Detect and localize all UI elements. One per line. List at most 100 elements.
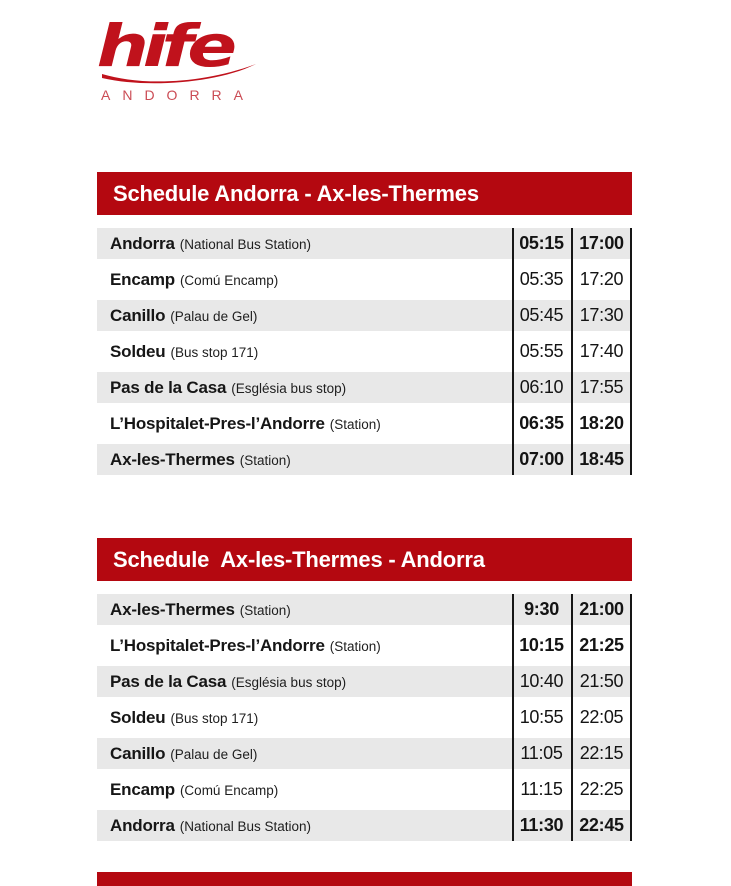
station-cell: L’Hospitalet-Pres-l’Andorre (Station) — [97, 414, 512, 434]
station-name: L’Hospitalet-Pres-l’Andorre — [110, 635, 325, 655]
station-detail: (Bus stop 171) — [170, 344, 259, 360]
table-row: Ax-les-Thermes (Station) 07:00 18:45 — [97, 444, 632, 475]
departure-time: 22:25 — [579, 779, 624, 799]
table-row: Andorra (National Bus Station) 05:15 17:00 — [97, 228, 632, 259]
departure-time: 11:15 — [520, 779, 563, 799]
departure-time: 18:20 — [579, 413, 624, 433]
schedule-header-return: Schedule Ax-les-Thermes - Andorra — [97, 538, 632, 581]
station-cell: Ax-les-Thermes (Station) — [97, 600, 512, 620]
station-name: Pas de la Casa — [110, 671, 227, 691]
station-detail: (Station) — [239, 602, 291, 618]
column-divider — [512, 228, 514, 475]
station-detail: (Comú Encamp) — [179, 272, 279, 288]
station-cell: Andorra (National Bus Station) — [97, 816, 512, 836]
departure-time: 17:55 — [579, 377, 624, 397]
station-detail: (National Bus Station) — [179, 236, 312, 252]
station-cell: Encamp (Comú Encamp) — [97, 780, 512, 800]
table-row: Soldeu (Bus stop 171) 10:55 22:05 — [97, 702, 632, 733]
station-detail: (Bus stop 171) — [170, 710, 259, 726]
column-divider — [630, 228, 632, 475]
station-cell: Ax-les-Thermes (Station) — [97, 450, 512, 470]
departure-time: 22:45 — [579, 815, 624, 835]
hife-logo-icon: hife — [97, 12, 256, 84]
table-row: Pas de la Casa (Església bus stop) 10:40 21… — [97, 666, 632, 697]
station-name: Canillo — [110, 305, 166, 325]
station-name: Pas de la Casa — [110, 377, 227, 397]
station-cell: Pas de la Casa (Església bus stop) — [97, 378, 512, 398]
station-cell: Soldeu (Bus stop 171) — [97, 708, 512, 728]
departure-time: 22:05 — [579, 707, 624, 727]
table-row: L’Hospitalet-Pres-l’Andorre (Station) 10:1… — [97, 630, 632, 661]
station-name: Andorra — [110, 233, 175, 253]
table-row: Canillo (Palau de Gel) 11:05 22:15 — [97, 738, 632, 769]
station-name: Soldeu — [110, 341, 166, 361]
station-detail: (Comú Encamp) — [179, 782, 279, 798]
departure-time: 17:30 — [579, 305, 624, 325]
station-cell: Pas de la Casa (Església bus stop) — [97, 672, 512, 692]
station-cell: L’Hospitalet-Pres-l’Andorre (Station) — [97, 636, 512, 656]
departure-time: 22:15 — [579, 743, 624, 763]
departure-time: 07:00 — [519, 449, 564, 469]
station-detail: (Station) — [239, 452, 291, 468]
departure-time: 11:05 — [520, 743, 563, 763]
station-detail: (Palau de Gel) — [170, 746, 258, 762]
station-name: Andorra — [110, 815, 175, 835]
departure-time: 17:20 — [579, 269, 624, 289]
station-detail: (Palau de Gel) — [170, 308, 258, 324]
table-row: Andorra (National Bus Station) 11:30 22:45 — [97, 810, 632, 841]
column-divider — [571, 594, 573, 841]
station-detail: (Església bus stop) — [231, 674, 347, 690]
station-detail: (Església bus stop) — [231, 380, 347, 396]
departure-time: 17:00 — [579, 233, 624, 253]
departure-time: 11:30 — [519, 815, 564, 835]
table-row: Pas de la Casa (Església bus stop) 06:10 17… — [97, 372, 632, 403]
table-row: L’Hospitalet-Pres-l’Andorre (Station) 06:3… — [97, 408, 632, 439]
column-divider — [630, 594, 632, 841]
departure-time: 05:35 — [519, 269, 564, 289]
column-divider — [571, 228, 573, 475]
hife-logo: hife ANDORRA — [94, 12, 269, 103]
station-cell: Canillo (Palau de Gel) — [97, 744, 512, 764]
table-row: Encamp (Comú Encamp) 05:35 17:20 — [97, 264, 632, 295]
schedule-title: Schedule Ax-les-Thermes - Andorra — [113, 546, 485, 572]
station-detail: (Station) — [329, 638, 381, 654]
station-cell: Andorra (National Bus Station) — [97, 234, 512, 254]
departure-time: 06:10 — [519, 377, 564, 397]
station-cell: Canillo (Palau de Gel) — [97, 306, 512, 326]
departure-time: 06:35 — [519, 413, 564, 433]
schedule-title: Schedule Andorra - Ax-les-Thermes — [113, 180, 479, 206]
column-divider — [512, 594, 514, 841]
station-cell: Soldeu (Bus stop 171) — [97, 342, 512, 362]
table-row: Ax-les-Thermes (Station) 9:30 21:00 — [97, 594, 632, 625]
station-name: Encamp — [110, 269, 175, 289]
station-name: Ax-les-Thermes — [110, 449, 235, 469]
schedule-table-outbound: Andorra (National Bus Station) 05:15 17:00 E… — [97, 228, 632, 475]
departure-time: 21:50 — [579, 671, 624, 691]
departure-time: 10:55 — [519, 707, 564, 727]
station-detail: (National Bus Station) — [179, 818, 312, 834]
station-name: Encamp — [110, 779, 175, 799]
departure-time: 9:30 — [524, 599, 559, 619]
departure-time: 10:15 — [519, 635, 564, 655]
departure-time: 18:45 — [579, 449, 624, 469]
table-row: Canillo (Palau de Gel) 05:45 17:30 — [97, 300, 632, 331]
partial-header-bar — [97, 872, 632, 886]
station-detail: (Station) — [329, 416, 381, 432]
table-row: Encamp (Comú Encamp) 11:15 22:25 — [97, 774, 632, 805]
departure-time: 05:45 — [519, 305, 564, 325]
table-row: Soldeu (Bus stop 171) 05:55 17:40 — [97, 336, 632, 367]
departure-time: 05:15 — [519, 233, 564, 253]
departure-time: 05:55 — [519, 341, 564, 361]
station-cell: Encamp (Comú Encamp) — [97, 270, 512, 290]
departure-time: 21:00 — [579, 599, 624, 619]
station-name: Canillo — [110, 743, 166, 763]
svg-text:hife: hife — [97, 12, 235, 80]
schedule-header-outbound: Schedule Andorra - Ax-les-Thermes — [97, 172, 632, 215]
logo-region-label: ANDORRA — [101, 87, 256, 103]
departure-time: 10:40 — [519, 671, 564, 691]
station-name: L’Hospitalet-Pres-l’Andorre — [110, 413, 325, 433]
departure-time: 21:25 — [579, 635, 624, 655]
departure-time: 17:40 — [579, 341, 624, 361]
station-name: Soldeu — [110, 707, 166, 727]
